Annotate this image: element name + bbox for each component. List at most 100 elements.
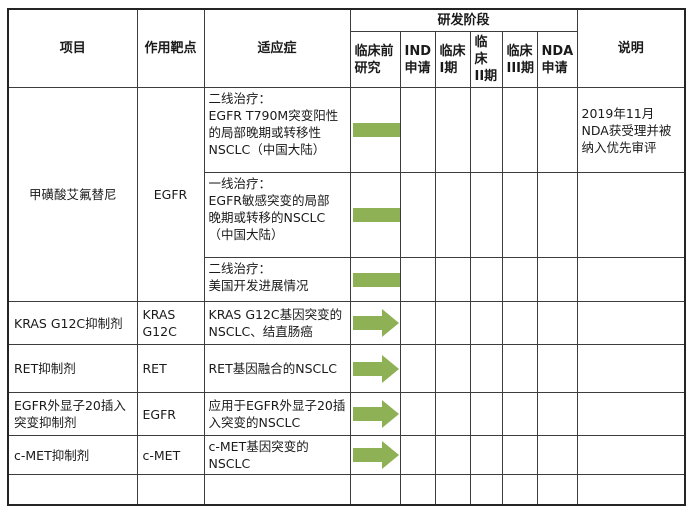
stage-cell-nda bbox=[536, 257, 578, 302]
stage-cell-phase2 bbox=[469, 257, 503, 302]
col-header-phase-group: 研发阶段 bbox=[349, 8, 578, 32]
col-header-preclinical: 临床前 研究 bbox=[349, 31, 401, 88]
stage-cell-preclinical bbox=[349, 435, 401, 475]
indication-cell: 二线治疗： EGFR T790M突变阳性 的局部晚期或转移性 NSCLC（中国大… bbox=[203, 87, 351, 173]
stage-cell-preclinical bbox=[349, 301, 401, 345]
progress-arrow bbox=[352, 441, 399, 469]
note-cell bbox=[576, 392, 686, 436]
pipeline-table-wrapper: 项目 作用靶点 适应症 研发阶段 说明 临床前 研究 IND 申请 临床 I期 … bbox=[7, 8, 687, 506]
project-name: c-MET抑制剂 bbox=[7, 435, 138, 475]
project-target: RET bbox=[136, 344, 205, 393]
col-header-project: 项目 bbox=[7, 8, 138, 88]
progress-arrow bbox=[352, 116, 399, 144]
stage-cell-phase1 bbox=[434, 474, 471, 505]
pipeline-table-page: { "header": { "project": "项目", "target":… bbox=[7, 8, 687, 506]
stage-cell-phase2 bbox=[469, 392, 503, 436]
project-name bbox=[7, 474, 138, 505]
table-row: 甲磺酸艾氟替尼 EGFR 二线治疗： EGFR T790M突变阳性 的局部晚期或… bbox=[7, 87, 686, 302]
note-cell bbox=[576, 474, 686, 505]
project-target: EGFR bbox=[136, 392, 205, 436]
col-header-phase3: 临床 III期 bbox=[501, 31, 538, 88]
stage-cell-preclinical bbox=[349, 257, 401, 302]
stage-cell-ind bbox=[399, 392, 436, 436]
project-name: EGFR外显子20插入 突变抑制剂 bbox=[7, 392, 138, 436]
stage-cell-nda bbox=[536, 87, 578, 173]
stage-cell-phase2 bbox=[469, 301, 503, 345]
progress-arrow bbox=[352, 201, 399, 229]
note-cell bbox=[576, 435, 686, 475]
col-header-nda: NDA 申请 bbox=[536, 31, 578, 88]
stage-cell-nda bbox=[536, 435, 578, 475]
stage-cell-phase1 bbox=[434, 87, 471, 173]
indication-cell bbox=[203, 474, 351, 505]
indication-cell: RET基因融合的NSCLC bbox=[203, 344, 351, 393]
col-header-indication: 适应症 bbox=[203, 8, 351, 88]
stage-cell-ind bbox=[399, 87, 436, 173]
stage-cell-preclinical bbox=[349, 344, 401, 393]
stage-cell-phase2 bbox=[469, 87, 503, 173]
note-cell bbox=[576, 301, 686, 345]
table-row: 一线治疗： EGFR敏感突变的局部 晚期或转移的NSCLC （中国大陆） bbox=[8, 172, 686, 258]
progress-arrow bbox=[352, 354, 399, 383]
indication-cell: KRAS G12C基因突变的 NSCLC、结直肠癌 bbox=[203, 301, 351, 345]
project-name: KRAS G12C抑制剂 bbox=[7, 301, 138, 345]
col-header-notes: 说明 bbox=[576, 8, 686, 88]
stage-cell-preclinical bbox=[349, 172, 401, 258]
stage-cell-phase3 bbox=[501, 172, 538, 258]
project-name: RET抑制剂 bbox=[7, 344, 138, 393]
stage-cell-phase2 bbox=[469, 172, 503, 258]
note-cell: 2019年11月 NDA获受理并被 纳入优先审评 bbox=[576, 87, 686, 173]
col-header-target: 作用靶点 bbox=[136, 8, 205, 88]
col-header-phase1: 临床 I期 bbox=[434, 31, 471, 88]
project-target bbox=[136, 474, 205, 505]
header-row-top: 项目 作用靶点 适应症 研发阶段 说明 bbox=[7, 8, 686, 88]
table-row: RET抑制剂 RET RET基因融合的NSCLC bbox=[7, 344, 686, 393]
stage-cell-ind bbox=[399, 435, 436, 475]
stage-cell-phase2 bbox=[469, 474, 503, 505]
note-cell bbox=[576, 257, 686, 302]
stage-cell-phase3 bbox=[501, 474, 538, 505]
project-name: 甲磺酸艾氟替尼 bbox=[7, 87, 138, 302]
progress-arrow bbox=[352, 266, 399, 294]
stage-cell-phase1 bbox=[434, 435, 471, 475]
table-row-partial bbox=[7, 474, 686, 505]
indication-cell: c-MET基因突变的 NSCLC bbox=[203, 435, 351, 475]
stage-cell-nda bbox=[536, 172, 578, 258]
stage-cell-phase3 bbox=[501, 392, 538, 436]
progress-arrow bbox=[352, 400, 399, 428]
note-cell bbox=[576, 172, 686, 258]
indication-cell: 二线治疗： 美国开发进展情况 bbox=[203, 257, 351, 302]
stage-cell-preclinical bbox=[349, 87, 401, 173]
stage-cell-phase3 bbox=[501, 87, 538, 173]
stage-cell-phase1 bbox=[434, 257, 471, 302]
stage-cell-ind bbox=[399, 257, 436, 302]
col-header-ind: IND 申请 bbox=[399, 31, 436, 88]
stage-cell-nda bbox=[536, 344, 578, 393]
stage-cell-phase1 bbox=[434, 392, 471, 436]
project-target: c-MET bbox=[136, 435, 205, 475]
project-target: EGFR bbox=[136, 87, 205, 302]
table-row: c-MET抑制剂 c-MET c-MET基因突变的 NSCLC bbox=[7, 435, 686, 475]
stage-cell-nda bbox=[536, 301, 578, 345]
col-header-phase2: 临床 II期 bbox=[469, 31, 503, 88]
stage-cell-ind bbox=[399, 172, 436, 258]
stage-cell-phase2 bbox=[469, 435, 503, 475]
project-target: KRAS G12C bbox=[136, 301, 205, 345]
stage-cell-ind bbox=[399, 301, 436, 345]
stage-cell-phase3 bbox=[501, 257, 538, 302]
pipeline-table: 项目 作用靶点 适应症 研发阶段 说明 临床前 研究 IND 申请 临床 I期 … bbox=[7, 8, 687, 506]
stage-cell-nda bbox=[536, 474, 578, 505]
note-cell bbox=[576, 344, 686, 393]
progress-arrow bbox=[352, 309, 399, 337]
stage-cell-preclinical bbox=[349, 474, 401, 505]
table-row: KRAS G12C抑制剂 KRAS G12C KRAS G12C基因突变的 NS… bbox=[7, 301, 686, 345]
stage-cell-phase1 bbox=[434, 344, 471, 393]
indication-cell: 应用于EGFR外显子20插 入突变的NSCLC bbox=[203, 392, 351, 436]
stage-cell-ind bbox=[399, 344, 436, 393]
stage-cell-phase1 bbox=[434, 172, 471, 258]
stage-cell-preclinical bbox=[349, 392, 401, 436]
stage-cell-phase3 bbox=[501, 435, 538, 475]
stage-cell-phase1 bbox=[434, 301, 471, 345]
stage-cell-nda bbox=[536, 392, 578, 436]
stage-cell-ind bbox=[399, 474, 436, 505]
